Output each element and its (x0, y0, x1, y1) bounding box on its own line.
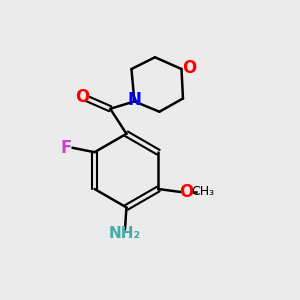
Text: NH₂: NH₂ (109, 226, 141, 242)
Text: O: O (182, 58, 196, 76)
Text: F: F (61, 139, 72, 157)
Text: O: O (75, 88, 89, 106)
Text: O: O (179, 183, 194, 201)
Text: N: N (128, 91, 141, 109)
Text: CH₃: CH₃ (191, 185, 214, 199)
